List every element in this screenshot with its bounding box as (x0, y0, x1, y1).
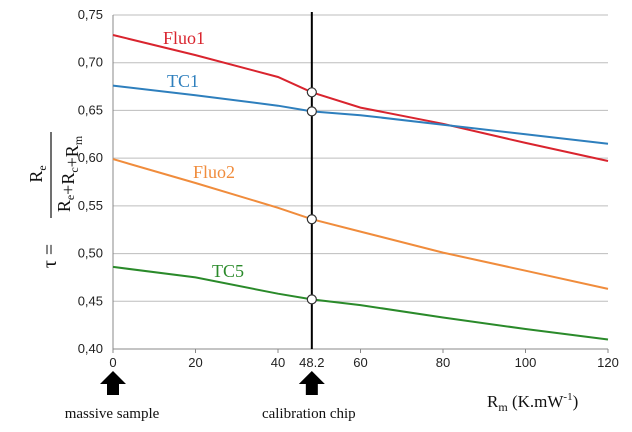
up-arrow-icon (100, 371, 126, 395)
intersection-point (306, 214, 317, 225)
y-tick-label: 0,60 (78, 150, 103, 165)
vertical-line-label: 48.2 (299, 355, 324, 370)
x-axis-title: Rm (K.mW-1) (487, 391, 578, 414)
x-tick-label: 80 (436, 355, 450, 370)
y-tick-label: 0,65 (78, 102, 103, 117)
x-axis-title-text: Rm (K.mW-1) (487, 391, 578, 414)
axes (112, 15, 609, 353)
series-line-fluo1 (112, 34, 609, 162)
x-tick-label: 0 (109, 355, 116, 370)
intersection-point (306, 87, 317, 98)
tau-symbol: τ = (39, 244, 61, 268)
y-tick-label: 0,45 (78, 293, 103, 308)
series-lines (112, 34, 609, 341)
intersection-point (306, 294, 317, 305)
up-arrow-icon (298, 371, 325, 395)
series-label-tc5: TC5 (212, 261, 244, 281)
series-label-fluo2: Fluo2 (193, 162, 235, 182)
x-tick-label: 40 (271, 355, 285, 370)
y-tick-label: 0,70 (78, 55, 103, 70)
y-tick-label: 0,75 (78, 7, 103, 22)
series-line-fluo2 (112, 158, 609, 290)
tick-labels: 0,40 0,45 0,50 0,55 0,60 0,65 0,70 0,75 0 20 40 60 8… (78, 7, 619, 370)
y-tick-label: 0,40 (78, 341, 103, 356)
gridlines (113, 14, 608, 350)
intersection-point (306, 106, 317, 117)
x-tick-label: 100 (515, 355, 537, 370)
x-tick-label: 20 (188, 355, 202, 370)
formula-denominator: Re+Rc+Rm (54, 135, 85, 212)
formula-numerator: Re (26, 165, 49, 182)
series-line-tc5 (112, 265, 609, 341)
series-line-tc1 (112, 84, 609, 145)
series-label-tc1: TC1 (167, 71, 199, 91)
annotation-arrows: massive sample calibration chip (65, 371, 356, 422)
y-axis-title: τ = Re Re+Rc+Rm (26, 132, 85, 268)
intersection-markers (306, 87, 317, 305)
y-tick-label: 0,50 (78, 246, 103, 261)
x-tick-label: 120 (597, 355, 619, 370)
y-tick-label: 0,55 (78, 198, 103, 213)
calibration-chip-label: calibration chip (262, 406, 356, 422)
series-label-fluo1: Fluo1 (163, 28, 205, 48)
series-labels: Fluo1 TC1 Fluo2 TC5 (163, 28, 244, 281)
y-axis-formula: τ = Re Re+Rc+Rm (26, 132, 85, 268)
massive-sample-label: massive sample (65, 406, 160, 422)
x-tick-label: 60 (353, 355, 367, 370)
